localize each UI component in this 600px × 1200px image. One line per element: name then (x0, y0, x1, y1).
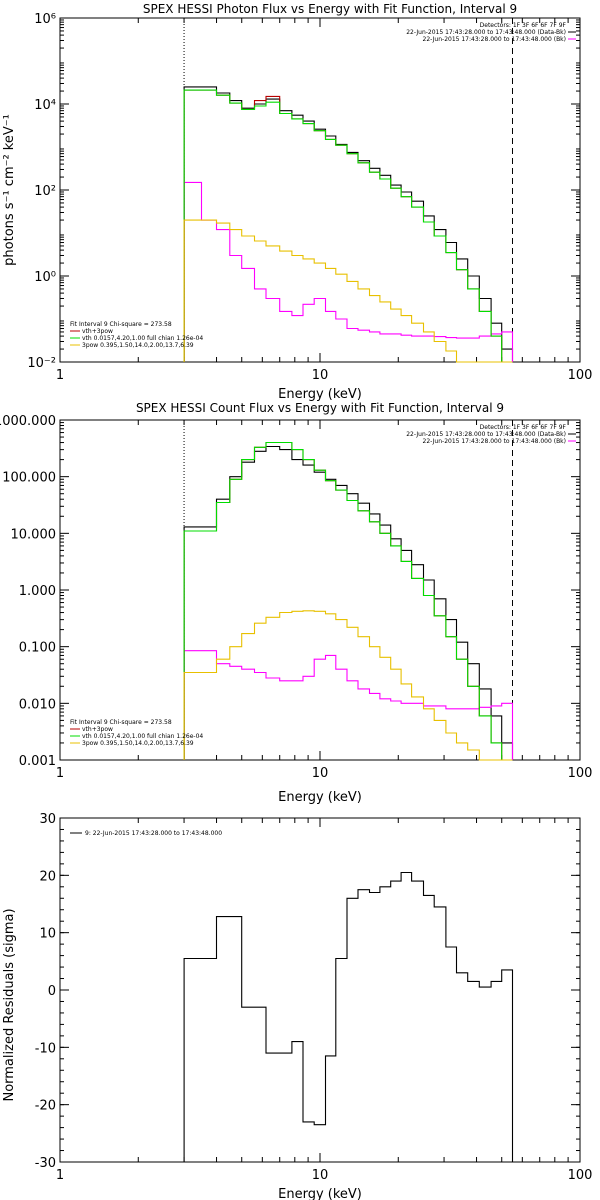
residuals-xtick-label: 1 (56, 1168, 64, 1183)
count-flux-series-3pow (183, 610, 513, 761)
photon-flux-legend-top-text: Detectors: 1F 3F 6F 6F 7F 9F (480, 22, 567, 29)
residuals-panel: Energy (keV) Normalized Residuals (sigma… (2, 812, 592, 1200)
photon-flux-ytick-label: 10² (34, 184, 56, 199)
photon-flux-title: SPEX HESSI Photon Flux vs Energy with Fi… (143, 2, 517, 16)
count-flux-ytick-label: 1000.000 (0, 414, 56, 429)
residuals-ytick-label: -30 (35, 1156, 56, 1171)
photon-flux-series-bk (183, 181, 514, 362)
photon-flux-xlabel: Energy (keV) (278, 387, 362, 402)
residuals-ytick-label: -20 (35, 1099, 56, 1114)
photon-flux-ytick-label: 10⁻² (27, 356, 56, 371)
photon-flux-legend-bottom-text: vth+3pow (82, 328, 113, 335)
photon-flux-legend-top-text: 22-Jun-2015 17:43:28.000 to 17:43:48.000… (423, 36, 566, 43)
residuals-ylabel: Normalized Residuals (sigma) (2, 908, 17, 1101)
photon-flux-series-vth (183, 89, 513, 363)
count-flux-ytick-label: 0.100 (19, 641, 56, 656)
photon-flux-ytick-label: 10⁶ (34, 12, 56, 27)
photon-flux-xtick-label: 10 (312, 368, 329, 383)
residuals-legend-text: 9: 22-Jun-2015 17:43:28.000 to 17:43:48.… (85, 830, 222, 837)
residuals-ytick-label: 10 (39, 927, 56, 942)
residuals-series-9-22-jun-2015-17-43-28-000-to-17-43-48-000 (183, 871, 514, 1162)
count-flux-legend-top-text: 22-Jun-2015 17:43:28.000 to 17:43:48.000… (406, 431, 566, 438)
photon-flux-series-data-bk (183, 86, 514, 362)
count-flux-series-bk (183, 650, 514, 760)
photon-flux-ytick-label: 10⁰ (34, 270, 56, 285)
photon-flux-series-3pow (183, 219, 513, 363)
photon-flux-legend-bottom-text: vth 0.0157,4.20,1.00 full chian 1.26e-04 (82, 335, 203, 342)
count-flux-series-vth-3pow (183, 441, 513, 761)
count-flux-xtick-label: 100 (568, 766, 593, 781)
residuals-ytick-label: 0 (48, 984, 56, 999)
count-flux-ytick-label: 10.000 (11, 527, 57, 542)
count-flux-xtick-label: 10 (312, 766, 329, 781)
count-flux-legend-bottom-text: vth 0.0157,4.20,1.00 full chian 1.26e-04 (82, 733, 203, 740)
photon-flux-legend-bottom-text: 3pow 0.395,1.50,14.0,2.00,13.7,6.39 (82, 342, 194, 349)
count-flux-title: SPEX HESSI Count Flux vs Energy with Fit… (136, 401, 504, 415)
count-flux-plot-frame (59, 419, 581, 761)
count-flux-legend-top-text: 22-Jun-2015 17:43:28.000 to 17:43:48.000… (423, 438, 566, 445)
count-flux-ytick-label: 0.010 (19, 697, 56, 712)
residuals-xlabel: Energy (keV) (278, 1187, 362, 1200)
count-flux-legend-bottom-text: 3pow 0.395,1.50,14.0,2.00,13.7,6.39 (82, 740, 194, 747)
photon-flux-legend-top-text: 22-Jun-2015 17:43:28.000 to 17:43:48.000… (406, 29, 566, 36)
photon-flux-ytick-label: 10⁴ (34, 98, 56, 113)
count-flux-legend-bottom-text: Fit Interval 9 Chi-square = 273.58 (70, 719, 172, 726)
count-flux-panel: SPEX HESSI Count Flux vs Energy with Fit… (0, 401, 592, 805)
photon-flux-series-vth-3pow (183, 89, 513, 363)
photon-flux-legend-bottom-text: Fit Interval 9 Chi-square = 273.58 (70, 321, 172, 328)
count-flux-ytick-label: 100.000 (2, 471, 56, 486)
count-flux-xlabel: Energy (keV) (278, 790, 362, 805)
residuals-plot-frame (59, 817, 581, 1163)
photon-flux-xtick-label: 1 (56, 368, 64, 383)
photon-flux-panel: SPEX HESSI Photon Flux vs Energy with Fi… (2, 2, 592, 402)
count-flux-series-vth (183, 441, 513, 761)
count-flux-ytick-label: 1.000 (19, 584, 56, 599)
residuals-xtick-label: 100 (568, 1168, 593, 1183)
count-flux-legend-top-text: Detectors: 1F 3F 6F 6F 7F 9F (480, 424, 567, 431)
residuals-ytick-label: -10 (35, 1041, 56, 1056)
photon-flux-plot-frame (59, 17, 581, 363)
count-flux-legend-bottom-text: vth+3pow (82, 726, 113, 733)
photon-flux-xtick-label: 100 (568, 368, 593, 383)
residuals-ytick-label: 20 (39, 869, 56, 884)
count-flux-xtick-label: 1 (56, 766, 64, 781)
residuals-xtick-label: 10 (312, 1168, 329, 1183)
residuals-ytick-label: 30 (39, 812, 56, 827)
count-flux-ytick-label: 0.001 (19, 754, 56, 769)
photon-flux-ylabel: photons s⁻¹ cm⁻² keV⁻¹ (2, 114, 17, 266)
count-flux-series-data-bk (183, 445, 514, 760)
